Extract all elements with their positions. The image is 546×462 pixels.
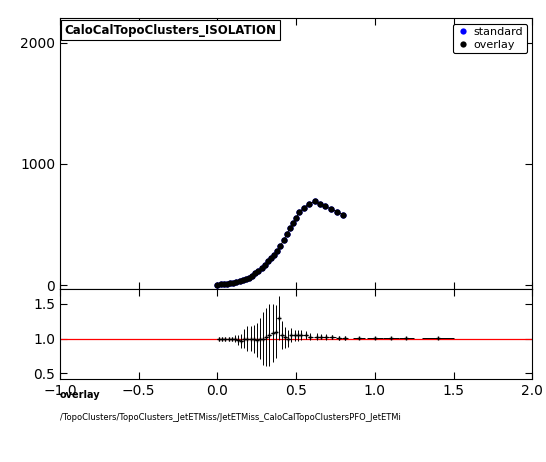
overlay	[214, 282, 221, 287]
overlay	[230, 280, 236, 286]
overlay	[262, 262, 268, 267]
overlay	[265, 259, 271, 264]
Text: overlay: overlay	[60, 390, 100, 401]
standard	[214, 282, 221, 287]
standard	[221, 281, 227, 287]
standard	[252, 271, 259, 276]
standard	[306, 201, 312, 207]
overlay	[334, 209, 340, 214]
standard	[293, 215, 300, 221]
standard	[242, 276, 249, 282]
overlay	[255, 268, 262, 274]
Legend: standard, overlay: standard, overlay	[453, 24, 527, 53]
standard	[321, 204, 328, 209]
standard	[328, 206, 334, 212]
overlay	[221, 281, 227, 287]
overlay	[306, 201, 312, 207]
overlay	[340, 212, 347, 218]
standard	[233, 280, 240, 285]
overlay	[293, 215, 300, 221]
standard	[280, 237, 287, 243]
standard	[277, 243, 284, 249]
standard	[290, 220, 296, 226]
overlay	[296, 210, 302, 215]
overlay	[227, 280, 233, 286]
standard	[246, 275, 252, 280]
overlay	[317, 201, 323, 207]
standard	[317, 201, 323, 207]
overlay	[290, 220, 296, 226]
Line: overlay: overlay	[215, 198, 347, 288]
overlay	[258, 265, 265, 271]
overlay	[233, 280, 240, 285]
overlay	[280, 237, 287, 243]
standard	[262, 262, 268, 267]
standard	[255, 268, 262, 274]
standard	[230, 280, 236, 286]
overlay	[312, 199, 318, 204]
overlay	[224, 281, 230, 286]
overlay	[217, 281, 224, 287]
standard	[227, 280, 233, 286]
standard	[296, 210, 302, 215]
standard	[334, 209, 340, 214]
overlay	[239, 278, 246, 283]
standard	[249, 273, 256, 279]
standard	[271, 252, 277, 258]
standard	[217, 281, 224, 287]
overlay	[328, 206, 334, 212]
standard	[340, 212, 347, 218]
overlay	[274, 248, 281, 253]
standard	[239, 278, 246, 283]
Text: CaloCalTopoClusters_ISOLATION: CaloCalTopoClusters_ISOLATION	[65, 24, 277, 37]
overlay	[283, 231, 290, 237]
standard	[312, 199, 318, 204]
standard	[287, 225, 293, 231]
overlay	[236, 279, 243, 284]
standard	[258, 265, 265, 271]
overlay	[242, 276, 249, 282]
standard	[274, 248, 281, 253]
overlay	[249, 273, 256, 279]
overlay	[287, 225, 293, 231]
standard	[283, 231, 290, 237]
standard	[236, 279, 243, 284]
standard	[265, 259, 271, 264]
overlay	[271, 252, 277, 258]
standard	[268, 255, 274, 261]
overlay	[268, 255, 274, 261]
Line: standard: standard	[215, 198, 347, 288]
Text: /TopoClusters/TopoClusters_JetETMiss/JetETMiss_CaloCalTopoClustersPFO_JetETMi: /TopoClusters/TopoClusters_JetETMiss/Jet…	[60, 413, 401, 422]
standard	[224, 281, 230, 286]
overlay	[301, 205, 307, 210]
overlay	[277, 243, 284, 249]
overlay	[252, 271, 259, 276]
overlay	[321, 204, 328, 209]
standard	[301, 205, 307, 210]
overlay	[246, 275, 252, 280]
